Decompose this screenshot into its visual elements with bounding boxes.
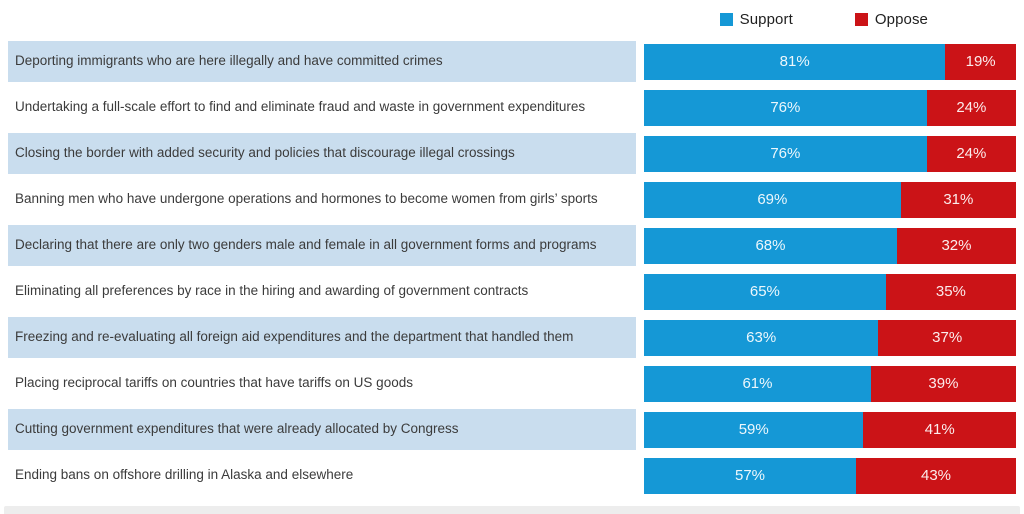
- bar-container: 68% 32%: [644, 225, 1016, 266]
- oppose-bar-segment: 43%: [856, 457, 1016, 494]
- bar-container: 76% 24%: [644, 87, 1016, 128]
- oppose-value-label: 32%: [941, 237, 972, 254]
- stacked-bar: 68% 32%: [644, 227, 1016, 264]
- stacked-bar: 76% 24%: [644, 89, 1016, 126]
- oppose-bar-segment: 37%: [878, 319, 1016, 356]
- cutoff-next-row-strip: [4, 506, 1020, 514]
- bar-container: 69% 31%: [644, 179, 1016, 220]
- support-bar-segment: 68%: [644, 227, 897, 264]
- policy-row: Banning men who have undergone operation…: [8, 179, 1016, 220]
- support-bar-segment: 76%: [644, 89, 927, 126]
- legend-item-oppose: Oppose: [854, 10, 928, 28]
- bar-container: 65% 35%: [644, 271, 1016, 312]
- oppose-value-label: 19%: [965, 53, 996, 70]
- bar-container: 57% 43%: [644, 455, 1016, 496]
- support-bar-segment: 63%: [644, 319, 879, 356]
- legend-oppose-label: Oppose: [874, 10, 928, 28]
- oppose-value-label: 31%: [943, 191, 974, 208]
- stacked-bar: 61% 39%: [644, 365, 1016, 402]
- policy-row: Undertaking a full-scale effort to find …: [8, 87, 1016, 128]
- policy-label: Banning men who have undergone operation…: [15, 191, 598, 207]
- oppose-value-label: 24%: [956, 99, 987, 116]
- policy-label: Deporting immigrants who are here illega…: [8, 41, 636, 82]
- support-bar-segment: 76%: [644, 135, 927, 172]
- oppose-bar-segment: 19%: [945, 43, 1016, 80]
- support-value-label: 76%: [770, 99, 801, 116]
- oppose-bar-segment: 41%: [863, 411, 1016, 448]
- oppose-value-label: 43%: [920, 467, 952, 484]
- stacked-bar: 63% 37%: [644, 319, 1016, 356]
- stacked-bar: 81% 19%: [644, 43, 1016, 80]
- policy-row: Placing reciprocal tariffs on countries …: [8, 363, 1016, 404]
- support-value-label: 61%: [742, 375, 773, 392]
- bar-container: 63% 37%: [644, 317, 1016, 358]
- policy-row: Ending bans on offshore drilling in Alas…: [8, 455, 1016, 496]
- stacked-bar: 59% 41%: [644, 411, 1016, 448]
- support-swatch-icon: [719, 12, 733, 26]
- policy-label: Eliminating all preferences by race in t…: [15, 283, 529, 299]
- stacked-bar: 65% 35%: [644, 273, 1016, 310]
- stacked-bar: 76% 24%: [644, 135, 1016, 172]
- support-bar-segment: 57%: [644, 457, 857, 494]
- support-bar-segment: 65%: [644, 273, 886, 310]
- support-bar-segment: 69%: [644, 181, 901, 218]
- support-bar-segment: 61%: [644, 365, 871, 402]
- policy-row: Freezing and re-evaluating all foreign a…: [8, 317, 1016, 358]
- oppose-value-label: 35%: [935, 283, 966, 300]
- support-bar-segment: 81%: [644, 43, 946, 80]
- legend-item-support: Support: [719, 10, 793, 28]
- support-bar-segment: 59%: [644, 411, 864, 448]
- support-value-label: 81%: [779, 53, 810, 70]
- policy-label: Ending bans on offshore drilling in Alas…: [15, 467, 354, 483]
- oppose-swatch-icon: [854, 12, 868, 26]
- policy-label: Closing the border with added security a…: [8, 133, 636, 174]
- policy-label: Cutting government expenditures that wer…: [8, 409, 636, 450]
- support-value-label: 63%: [746, 329, 777, 346]
- support-value-label: 76%: [770, 145, 801, 162]
- policy-row: Declaring that there are only two gender…: [8, 225, 1016, 266]
- bar-container: 76% 24%: [644, 133, 1016, 174]
- policy-label: Declaring that there are only two gender…: [8, 225, 636, 266]
- support-value-label: 57%: [735, 467, 766, 484]
- oppose-value-label: 39%: [928, 375, 959, 392]
- policy-label: Placing reciprocal tariffs on countries …: [15, 375, 413, 391]
- oppose-bar-segment: 32%: [896, 227, 1016, 264]
- oppose-bar-segment: 39%: [870, 365, 1016, 402]
- oppose-value-label: 37%: [932, 329, 963, 346]
- oppose-value-label: 41%: [924, 421, 955, 438]
- bar-container: 81% 19%: [644, 41, 1016, 82]
- oppose-bar-segment: 24%: [926, 135, 1016, 172]
- support-value-label: 69%: [757, 191, 788, 208]
- support-value-label: 65%: [749, 283, 780, 300]
- legend-support-label: Support: [739, 10, 793, 28]
- policy-label: Undertaking a full-scale effort to find …: [15, 99, 586, 115]
- policy-row: Cutting government expenditures that wer…: [8, 409, 1016, 450]
- policy-label: Freezing and re-evaluating all foreign a…: [8, 317, 636, 358]
- stacked-bar: 57% 43%: [644, 457, 1016, 494]
- oppose-bar-segment: 35%: [885, 273, 1016, 310]
- policy-row: Closing the border with added security a…: [8, 133, 1016, 174]
- policy-row: Eliminating all preferences by race in t…: [8, 271, 1016, 312]
- bar-container: 61% 39%: [644, 363, 1016, 404]
- support-value-label: 59%: [738, 421, 769, 438]
- oppose-bar-segment: 24%: [926, 89, 1016, 126]
- chart-legend: Support Oppose: [8, 6, 1016, 32]
- bar-container: 59% 41%: [644, 409, 1016, 450]
- chart-rows: Deporting immigrants who are here illega…: [8, 41, 1016, 496]
- oppose-bar-segment: 31%: [900, 181, 1016, 218]
- policy-row: Deporting immigrants who are here illega…: [8, 41, 1016, 82]
- oppose-value-label: 24%: [956, 145, 987, 162]
- stacked-bar: 69% 31%: [644, 181, 1016, 218]
- support-value-label: 68%: [755, 237, 786, 254]
